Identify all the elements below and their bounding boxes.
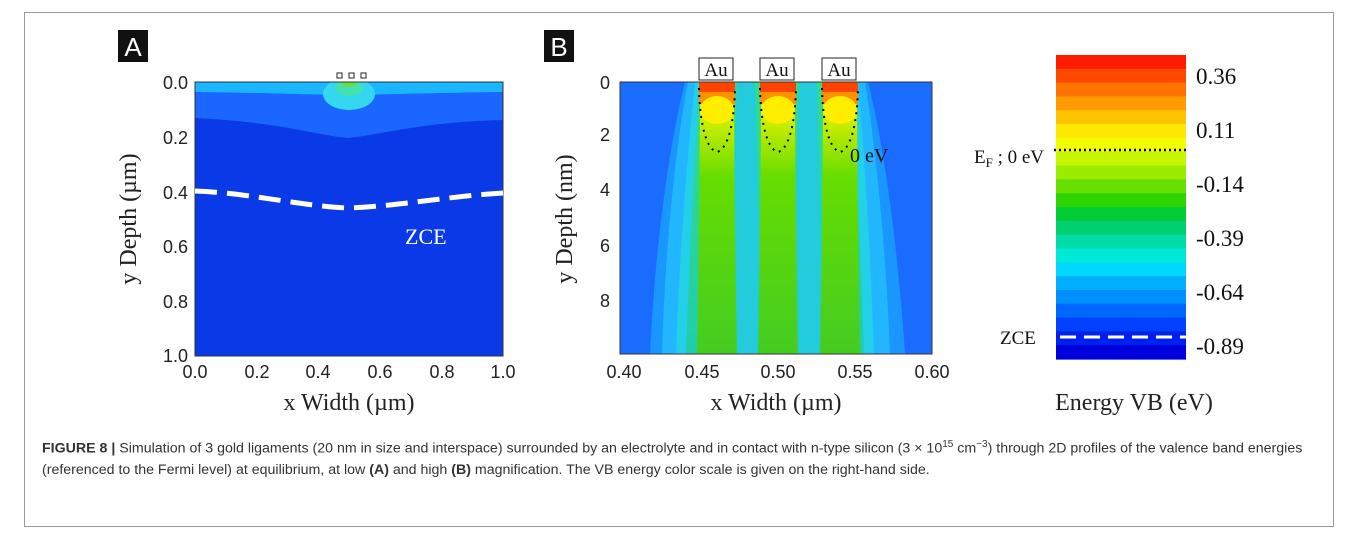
colorbar-stripes xyxy=(1056,55,1186,360)
figure-graphic: A ZCE 0.0 0.2 0.4 0.6 0.8 1.0 0.0 0.2 0.… xyxy=(116,30,1244,416)
b-xtick-1: 0.45 xyxy=(684,362,719,382)
colorbar-stripe xyxy=(1056,179,1186,194)
colorbar-stripe xyxy=(1056,110,1186,125)
panel-a-yticks: 0.0 0.2 0.4 0.6 0.8 1.0 xyxy=(163,73,188,366)
cbar-tick-2: -0.14 xyxy=(1196,172,1244,197)
panel-b-xlabel: x Width (µm) xyxy=(710,390,841,416)
caption-text-4: and high xyxy=(388,461,452,478)
panel-a-letter: A xyxy=(124,32,142,62)
caption-text-3: ) through 2D profiles of the valence ban… xyxy=(42,440,1303,478)
cbar-tick-1: 0.11 xyxy=(1196,118,1235,143)
a-xtick-5: 1.0 xyxy=(490,362,515,382)
colorbar-stripe xyxy=(1056,96,1186,111)
colorbar-stripe xyxy=(1056,276,1186,291)
a-ytick-4: 0.8 xyxy=(163,292,188,312)
b-ytick-0: 0 xyxy=(600,73,610,93)
b-ytick-1: 2 xyxy=(600,125,610,145)
colorbar-ticks: 0.36 0.11 -0.14 -0.39 -0.64 -0.89 xyxy=(1196,64,1244,359)
colorbar-stripe xyxy=(1056,331,1186,346)
colorbar-ef-label: EF ; 0 eV xyxy=(974,147,1044,170)
panel-a-xticks: 0.0 0.2 0.4 0.6 0.8 1.0 xyxy=(182,362,515,382)
b-ytick-4: 8 xyxy=(600,291,610,311)
b-xtick-2: 0.50 xyxy=(760,362,795,382)
colorbar-zce-label: ZCE xyxy=(1000,328,1036,349)
panel-b-ylabel: y Depth (nm) xyxy=(552,154,578,283)
b-xtick-4: 0.60 xyxy=(914,362,949,382)
au-label-1: Au xyxy=(704,60,728,81)
a-xtick-4: 0.8 xyxy=(429,362,454,382)
colorbar-stripe xyxy=(1056,207,1186,222)
figure-caption: FIGURE 8 | Simulation of 3 gold ligament… xyxy=(42,434,1330,481)
caption-label: FIGURE 8 | xyxy=(42,440,116,457)
colorbar-stripe xyxy=(1056,137,1186,153)
caption-ref-b: (B) xyxy=(451,461,471,478)
colorbar-stripe xyxy=(1056,262,1186,277)
panel-b-yticks: 0 2 4 6 8 xyxy=(600,73,610,311)
cbar-tick-0: 0.36 xyxy=(1196,64,1236,89)
a-xtick-3: 0.6 xyxy=(367,362,392,382)
panel-a-zce-line xyxy=(194,188,504,211)
a-ytick-0: 0.0 xyxy=(163,73,188,93)
colorbar-title: Energy VB (eV) xyxy=(1055,390,1213,416)
caption-ref-a: (A) xyxy=(369,461,389,478)
panel-b-xticks: 0.40 0.45 0.50 0.55 0.60 xyxy=(606,362,949,382)
a-ytick-3: 0.6 xyxy=(163,237,188,257)
a-ytick-1: 0.2 xyxy=(163,128,188,148)
au-label-2: Au xyxy=(765,60,789,81)
panel-a-ylabel: y Depth (µm) xyxy=(116,153,142,284)
colorbar-stripe xyxy=(1056,151,1186,167)
caption-sup: 15 xyxy=(942,439,954,450)
cbar-tick-5: -0.89 xyxy=(1196,334,1244,359)
panel-b: B 0 eV xyxy=(544,30,950,416)
caption-text-1: Simulation of 3 gold ligaments (20 nm in… xyxy=(115,440,943,457)
colorbar-stripe xyxy=(1056,248,1186,263)
colorbar: 0.36 0.11 -0.14 -0.39 -0.64 -0.89 EF ; 0… xyxy=(974,55,1244,416)
colorbar-stripe xyxy=(1056,55,1186,70)
colorbar-stripe xyxy=(1056,193,1186,208)
b-ytick-2: 4 xyxy=(600,180,610,200)
cbar-tick-3: -0.39 xyxy=(1196,226,1244,251)
colorbar-stripe xyxy=(1056,234,1186,250)
b-ytick-3: 6 xyxy=(600,236,610,256)
b-xtick-3: 0.55 xyxy=(837,362,872,382)
panel-a-zce-label: ZCE xyxy=(405,224,447,249)
figure-frame xyxy=(24,12,1334,527)
au-label-3: Au xyxy=(827,60,851,81)
caption-text-2: cm xyxy=(953,440,977,457)
panel-b-au-labels: Au Au Au xyxy=(698,57,857,81)
colorbar-stripe xyxy=(1056,303,1186,319)
panel-b-letter-box xyxy=(544,30,574,62)
colorbar-stripe xyxy=(1056,289,1186,305)
cbar-tick-4: -0.64 xyxy=(1196,280,1244,305)
b-xtick-0: 0.40 xyxy=(606,362,641,382)
panel-b-plot xyxy=(620,82,932,354)
panel-b-contour-label: 0 eV xyxy=(850,145,889,167)
a-ytick-5: 1.0 xyxy=(163,346,188,366)
panel-a-plot xyxy=(195,82,503,356)
a-xtick-1: 0.2 xyxy=(244,362,269,382)
colorbar-stripe xyxy=(1056,220,1186,236)
a-xtick-2: 0.4 xyxy=(305,362,330,382)
colorbar-stripe xyxy=(1056,124,1186,139)
colorbar-stripe xyxy=(1056,82,1186,98)
colorbar-stripe xyxy=(1056,68,1186,84)
colorbar-stripe xyxy=(1056,345,1186,360)
panel-a: A ZCE 0.0 0.2 0.4 0.6 0.8 1.0 0.0 0.2 0.… xyxy=(116,30,516,416)
colorbar-stripe xyxy=(1056,165,1186,180)
colorbar-stripe xyxy=(1056,317,1186,332)
panel-b-letter: B xyxy=(550,32,567,62)
a-xtick-0: 0.0 xyxy=(182,362,207,382)
caption-text-5: magnification. The VB energy color scale… xyxy=(470,461,930,478)
panel-a-xlabel: x Width (µm) xyxy=(283,390,414,416)
panel-a-letter-box xyxy=(118,30,148,62)
a-ytick-2: 0.4 xyxy=(163,183,188,203)
caption-sup2: −3 xyxy=(976,439,988,450)
